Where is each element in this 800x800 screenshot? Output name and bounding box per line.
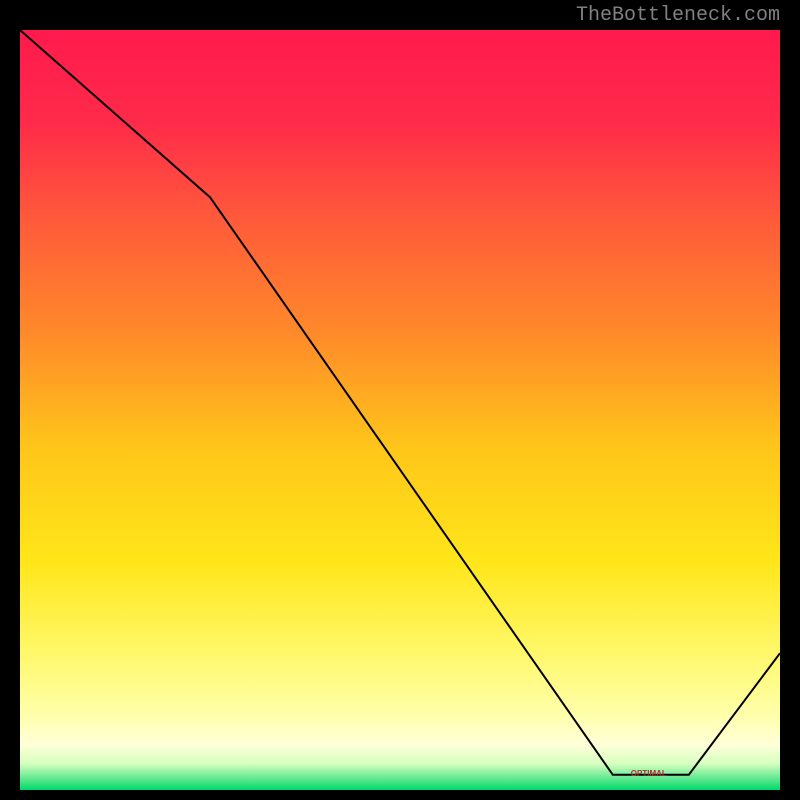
line-chart <box>20 30 780 790</box>
watermark-text: TheBottleneck.com <box>576 4 780 27</box>
chart-polyline <box>20 30 780 775</box>
optimal-range-label: OPTIMAL <box>631 769 667 778</box>
